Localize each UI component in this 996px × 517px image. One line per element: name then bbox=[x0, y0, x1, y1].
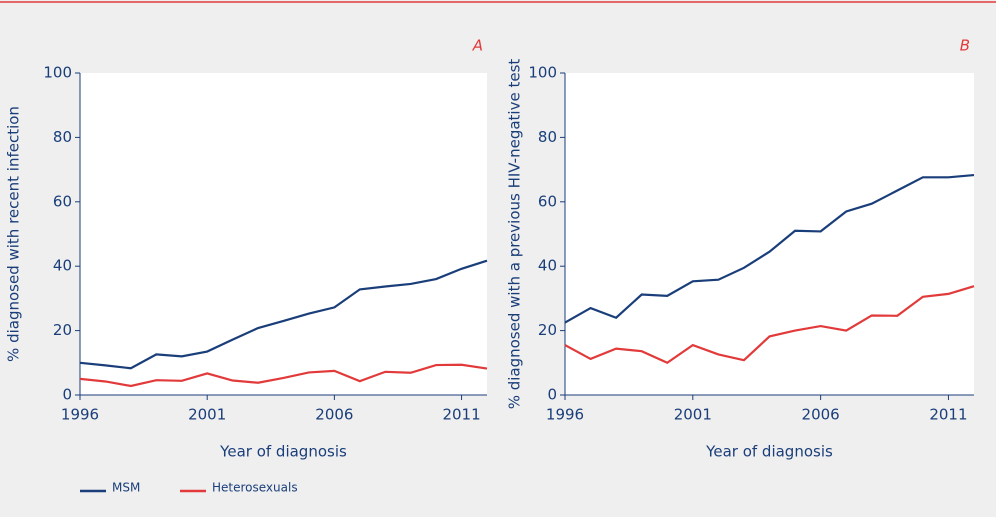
series-line bbox=[79, 259, 488, 370]
x-tick-label: 2001 bbox=[188, 406, 226, 424]
x-axis-label: Year of diagnosis bbox=[705, 443, 833, 461]
y-tick-label: 100 bbox=[43, 64, 72, 82]
legend-label: Heterosexuals bbox=[212, 481, 298, 495]
series-line bbox=[79, 363, 488, 388]
y-tick-label: 40 bbox=[53, 257, 72, 275]
x-tick-label: 2006 bbox=[802, 406, 840, 424]
x-tick-label: 1996 bbox=[546, 406, 584, 424]
x-tick-label: 2001 bbox=[674, 406, 712, 424]
plot-area bbox=[565, 73, 974, 395]
x-tick-label: 2011 bbox=[929, 406, 967, 424]
y-axis-label: % diagnosed with a previous HIV-negative… bbox=[506, 59, 524, 410]
panel-label: A bbox=[472, 37, 483, 55]
series-line bbox=[564, 173, 975, 324]
x-tick-label: 1996 bbox=[61, 406, 99, 424]
x-tick-label: 2011 bbox=[442, 406, 480, 424]
y-tick-label: 100 bbox=[528, 64, 557, 82]
y-tick-label: 20 bbox=[538, 321, 557, 339]
y-tick-label: 20 bbox=[53, 321, 72, 339]
x-tick-label: 2006 bbox=[315, 406, 353, 424]
y-tick-label: 40 bbox=[538, 257, 557, 275]
y-tick-label: 80 bbox=[538, 128, 557, 146]
panel-label: B bbox=[960, 37, 970, 55]
y-tick-label: 60 bbox=[538, 192, 557, 210]
plot-area bbox=[80, 73, 487, 395]
x-axis-label: Year of diagnosis bbox=[219, 443, 347, 461]
series-line bbox=[564, 285, 975, 365]
y-tick-label: 80 bbox=[53, 128, 72, 146]
y-tick-label: 60 bbox=[53, 192, 72, 210]
y-axis-label: % diagnosed with recent infection bbox=[5, 106, 23, 362]
y-tick-label: 0 bbox=[62, 386, 72, 404]
y-tick-label: 0 bbox=[547, 386, 557, 404]
legend-label: MSM bbox=[112, 481, 140, 495]
